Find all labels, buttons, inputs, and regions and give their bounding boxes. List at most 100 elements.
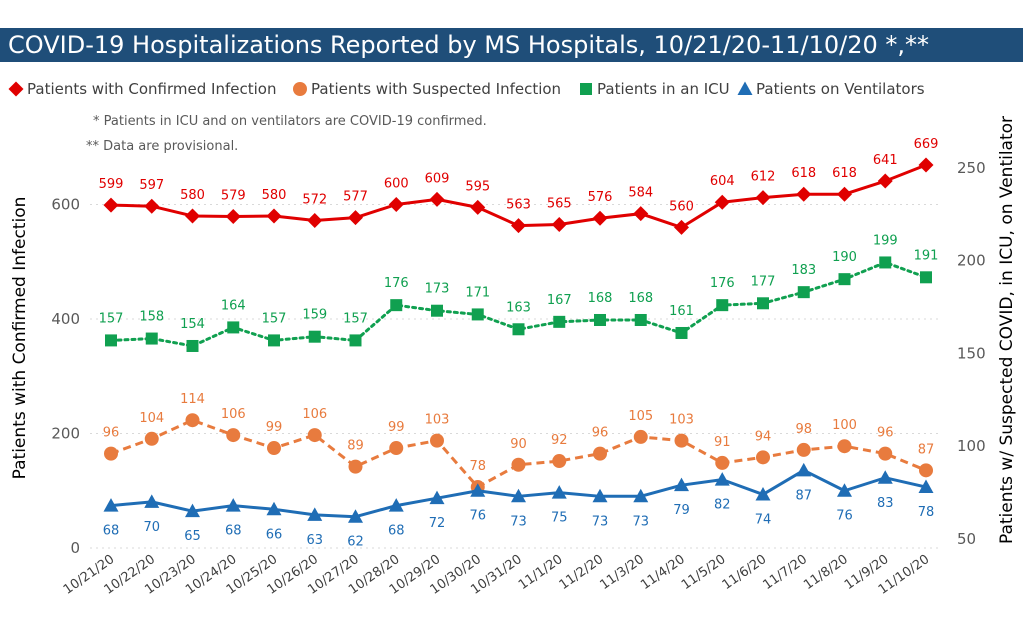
x-tick-label: 11/1/20 bbox=[516, 552, 566, 593]
data-label-ventilator: 68 bbox=[388, 524, 405, 539]
series-confirmed: 599 597 580 579 580 572 577 600 609 595 563 565 576 5… bbox=[99, 137, 938, 235]
data-point-ventilator bbox=[225, 498, 241, 512]
data-label-ventilator: 74 bbox=[755, 512, 772, 527]
data-point-icu bbox=[553, 315, 566, 328]
data-point-suspected bbox=[348, 459, 363, 474]
data-point-icu bbox=[716, 299, 729, 312]
data-label-confirmed: 599 bbox=[99, 177, 124, 192]
data-label-suspected: 100 bbox=[832, 418, 857, 433]
data-label-confirmed: 576 bbox=[588, 190, 613, 205]
legend-item-icu: Patients in an ICU bbox=[580, 80, 730, 98]
data-point-confirmed bbox=[714, 194, 730, 210]
series-suspected: 96 104 114 106 99 106 89 99 103 78 90 92 96 105 103 91 9… bbox=[103, 392, 935, 495]
data-label-confirmed: 577 bbox=[343, 190, 368, 205]
x-tick-label: 11/8/20 bbox=[801, 552, 851, 593]
data-label-ventilator: 76 bbox=[836, 509, 853, 524]
data-label-icu: 173 bbox=[425, 282, 450, 297]
data-point-icu bbox=[349, 334, 362, 347]
data-label-ventilator: 63 bbox=[306, 533, 323, 548]
data-label-suspected: 98 bbox=[795, 422, 812, 437]
data-label-ventilator: 83 bbox=[877, 496, 894, 511]
x-tick-label: 11/4/20 bbox=[638, 552, 688, 593]
data-label-icu: 177 bbox=[751, 274, 776, 289]
data-label-confirmed: 580 bbox=[180, 188, 205, 203]
data-point-suspected bbox=[430, 433, 444, 448]
data-label-confirmed: 580 bbox=[262, 188, 287, 203]
data-label-confirmed: 612 bbox=[751, 170, 776, 185]
data-point-confirmed bbox=[877, 173, 893, 189]
data-point-suspected bbox=[307, 428, 322, 443]
right-tick-label: 50 bbox=[957, 530, 976, 548]
data-point-confirmed bbox=[225, 209, 241, 225]
data-label-suspected: 99 bbox=[388, 420, 405, 435]
data-label-ventilator: 68 bbox=[103, 524, 120, 539]
data-point-icu bbox=[308, 330, 321, 343]
gridlines bbox=[90, 204, 940, 549]
data-point-ventilator bbox=[918, 479, 934, 494]
legend-label-confirmed: Patients with Confirmed Infection bbox=[27, 80, 276, 98]
series-layer: 599 597 580 579 580 572 577 600 609 595 563 565 576 5… bbox=[99, 137, 939, 550]
data-point-ventilator bbox=[633, 488, 649, 503]
data-label-icu: 154 bbox=[180, 317, 205, 332]
data-label-ventilator: 76 bbox=[469, 509, 486, 524]
data-point-ventilator bbox=[185, 503, 200, 518]
data-label-icu: 157 bbox=[99, 311, 124, 326]
data-point-icu bbox=[145, 332, 158, 345]
data-point-confirmed bbox=[674, 219, 689, 235]
data-point-icu bbox=[512, 323, 525, 336]
data-point-icu bbox=[105, 334, 117, 347]
data-label-suspected: 87 bbox=[918, 442, 935, 457]
data-point-suspected bbox=[633, 429, 648, 444]
data-point-ventilator bbox=[307, 507, 323, 521]
data-label-confirmed: 565 bbox=[547, 197, 572, 212]
data-point-suspected bbox=[715, 455, 730, 470]
data-point-ventilator bbox=[144, 494, 160, 508]
x-tick-label: 11/5/20 bbox=[679, 552, 729, 593]
data-point-ventilator bbox=[796, 462, 812, 477]
data-label-ventilator: 68 bbox=[225, 524, 242, 539]
data-label-ventilator: 65 bbox=[184, 529, 201, 544]
legend-marker-confirmed bbox=[8, 81, 24, 97]
data-point-confirmed bbox=[348, 210, 363, 226]
data-point-suspected bbox=[144, 431, 159, 446]
data-label-icu: 157 bbox=[262, 311, 287, 326]
right-tick-label: 150 bbox=[957, 344, 986, 362]
data-point-ventilator bbox=[348, 509, 363, 523]
data-label-suspected: 90 bbox=[510, 437, 527, 452]
right-tick-label: 250 bbox=[957, 159, 986, 177]
data-point-confirmed bbox=[796, 186, 812, 202]
data-point-confirmed bbox=[388, 197, 404, 212]
data-point-icu bbox=[797, 286, 810, 299]
data-point-ventilator bbox=[837, 483, 852, 497]
x-axis-ticks: 10/21/2010/22/2010/23/2010/24/2010/25/20… bbox=[61, 552, 932, 598]
data-point-ventilator bbox=[429, 490, 445, 505]
data-point-icu bbox=[879, 256, 892, 269]
data-label-ventilator: 73 bbox=[592, 514, 609, 529]
data-label-confirmed: 609 bbox=[425, 171, 450, 186]
data-point-ventilator bbox=[470, 483, 486, 497]
data-point-icu bbox=[186, 339, 199, 352]
x-tick-label: 11/7/20 bbox=[760, 552, 810, 593]
data-label-suspected: 96 bbox=[877, 426, 894, 441]
data-label-ventilator: 82 bbox=[714, 498, 731, 513]
data-point-ventilator bbox=[103, 498, 119, 512]
data-point-confirmed bbox=[144, 198, 160, 214]
data-point-suspected bbox=[185, 413, 200, 428]
data-point-suspected bbox=[552, 454, 567, 469]
data-label-confirmed: 600 bbox=[384, 177, 409, 192]
x-tick-label: 11/2/20 bbox=[557, 552, 607, 593]
data-label-icu: 168 bbox=[628, 291, 653, 306]
data-label-confirmed: 572 bbox=[302, 193, 327, 208]
data-point-icu bbox=[431, 304, 443, 317]
legend-label-ventilator: Patients on Ventilators bbox=[756, 80, 925, 98]
legend-marker-suspected bbox=[293, 82, 307, 96]
data-label-suspected: 103 bbox=[669, 413, 694, 428]
series-ventilator: 68 70 65 68 66 63 62 68 72 76 73 75 73 73 79 82 74 87 76 83… bbox=[103, 462, 934, 550]
data-point-icu bbox=[594, 313, 606, 326]
series-icu: 157 158 154 164 157 159 157 176 173 171 163 167 168 1… bbox=[99, 233, 938, 352]
data-point-ventilator bbox=[388, 498, 404, 512]
data-point-confirmed bbox=[307, 213, 323, 229]
data-point-confirmed bbox=[511, 218, 526, 234]
chart-title: COVID-19 Hospitalizations Reported by MS… bbox=[0, 28, 1023, 62]
